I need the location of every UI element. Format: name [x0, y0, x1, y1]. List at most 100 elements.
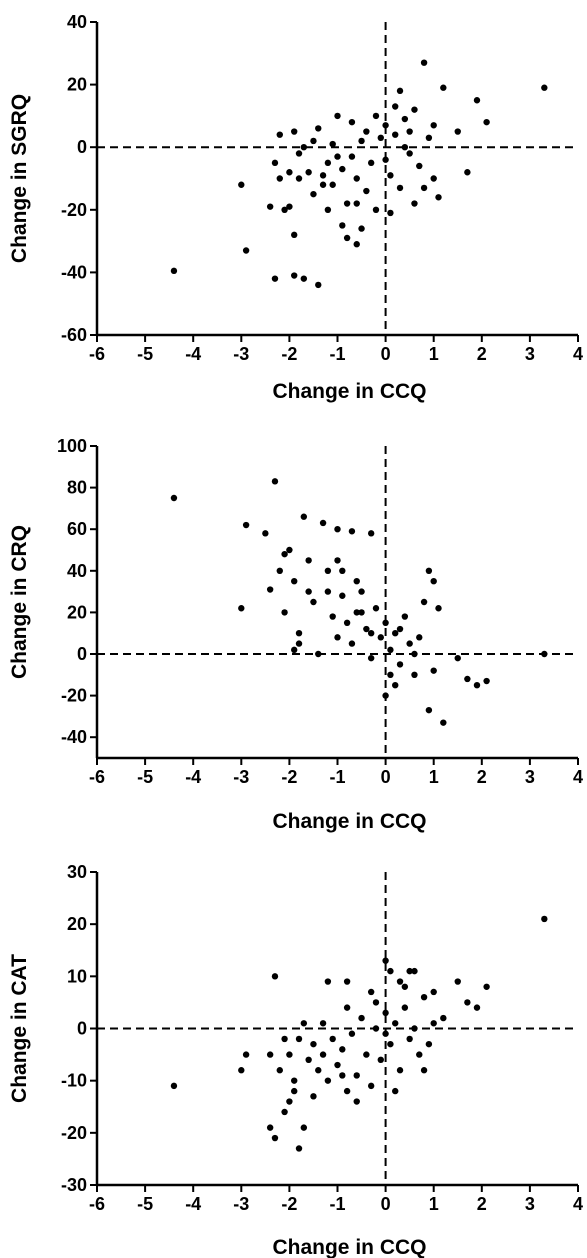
data-point: [305, 557, 312, 564]
y-axis-title: Change in CAT: [8, 954, 31, 1103]
data-point: [387, 646, 394, 654]
data-point: [440, 719, 447, 726]
data-point: [281, 550, 288, 558]
data-point: [242, 247, 250, 254]
data-point: [396, 1067, 404, 1074]
data-point: [377, 1056, 384, 1064]
data-point: [425, 567, 433, 574]
data-point: [396, 661, 404, 668]
x-tick-label: -5: [137, 1194, 153, 1214]
data-point: [411, 671, 418, 678]
x-tick-label: -4: [185, 1194, 201, 1214]
data-point: [348, 1030, 356, 1037]
scatter-panel-1: -6 -5 -4 -3 -2 -1 0 1 2 3 4 -60 -40 -20 0 20 40 Change in…: [8, 12, 583, 403]
data-point: [454, 128, 461, 135]
data-point: [300, 513, 308, 520]
data-point: [392, 630, 399, 637]
data-point: [430, 667, 437, 674]
data-point: [329, 613, 336, 620]
data-point: [310, 1093, 317, 1100]
y-tick-label: 30: [67, 862, 87, 882]
y-axis-title: Change in CRQ: [8, 525, 31, 679]
data-point: [266, 1051, 274, 1058]
data-point: [353, 175, 360, 182]
data-point: [276, 567, 283, 574]
data-point: [339, 222, 346, 229]
data-point: [435, 605, 442, 612]
data-point: [377, 134, 384, 142]
x-tick-label: 1: [429, 767, 439, 787]
data-point: [430, 1020, 437, 1027]
data-point: [425, 1040, 433, 1048]
data-point: [319, 1051, 327, 1058]
data-point: [464, 999, 471, 1006]
data-point: [276, 175, 283, 182]
data-point: [305, 588, 312, 595]
data-point: [483, 983, 490, 990]
y-tick-label: 0: [77, 1019, 87, 1039]
data-point: [353, 1098, 360, 1105]
y-tick-label: 20: [67, 602, 87, 622]
data-point: [411, 200, 418, 207]
data-point: [392, 1020, 399, 1027]
x-tick-label: 2: [477, 344, 487, 364]
data-point: [382, 1009, 389, 1017]
data-point: [401, 613, 409, 620]
data-point: [353, 578, 360, 585]
data-point: [310, 137, 317, 145]
data-point: [473, 97, 481, 104]
data-point: [392, 1087, 399, 1095]
y-tick-label: -40: [61, 262, 87, 282]
data-point: [353, 241, 360, 248]
x-tick-label: 3: [525, 344, 535, 364]
data-point: [300, 1124, 308, 1131]
data-point: [339, 165, 346, 173]
data-point: [238, 181, 245, 188]
data-point: [319, 172, 327, 179]
data-point: [425, 706, 433, 714]
x-tick-label: 4: [573, 767, 583, 787]
data-point: [382, 957, 389, 964]
data-point: [382, 1030, 389, 1037]
data-point: [324, 1077, 332, 1084]
data-point: [401, 983, 409, 990]
x-tick-label: -1: [329, 344, 345, 364]
data-point: [420, 994, 428, 1001]
data-point: [541, 650, 548, 658]
data-point: [483, 677, 490, 685]
scatter-panel-3: -6 -5 -4 -3 -2 -1 0 1 2 3 4-30-20-100102030Change …: [8, 862, 583, 1258]
data-point: [324, 206, 332, 213]
data-point: [396, 184, 404, 192]
x-tick-label: -1: [329, 1194, 345, 1214]
data-point: [416, 162, 423, 170]
data-point: [416, 634, 423, 641]
data-point: [406, 1035, 413, 1043]
data-point: [420, 184, 428, 192]
scatter-panel-2: -6 -5 -4 -3 -2 -1 0 1 2 3 4 -40 -20 0 20 40 60 80 100 Chang…: [8, 436, 583, 833]
data-point: [300, 275, 308, 282]
y-tick-label: -20: [61, 686, 87, 706]
data-point: [416, 1051, 423, 1058]
data-point: [295, 630, 303, 637]
data-point: [334, 153, 341, 160]
data-point: [339, 592, 346, 599]
data-point: [430, 175, 437, 182]
data-point: [358, 137, 365, 145]
data-point: [315, 281, 322, 289]
data-point: [430, 122, 437, 129]
x-tick-label: -6: [89, 344, 105, 364]
data-point: [286, 546, 293, 554]
data-point: [262, 530, 269, 537]
y-tick-label: 40: [67, 561, 87, 581]
data-point: [372, 605, 380, 612]
x-tick-label: -5: [137, 344, 153, 364]
y-tick-label: 0: [77, 137, 87, 157]
x-tick-label: 4: [573, 1194, 583, 1214]
data-point: [295, 1145, 303, 1152]
y-tick-label: 0: [77, 644, 87, 664]
x-tick-label: -1: [329, 767, 345, 787]
x-tick-label: 2: [477, 1194, 487, 1214]
data-point: [392, 682, 399, 689]
data-point: [343, 978, 351, 985]
data-point: [454, 654, 461, 662]
